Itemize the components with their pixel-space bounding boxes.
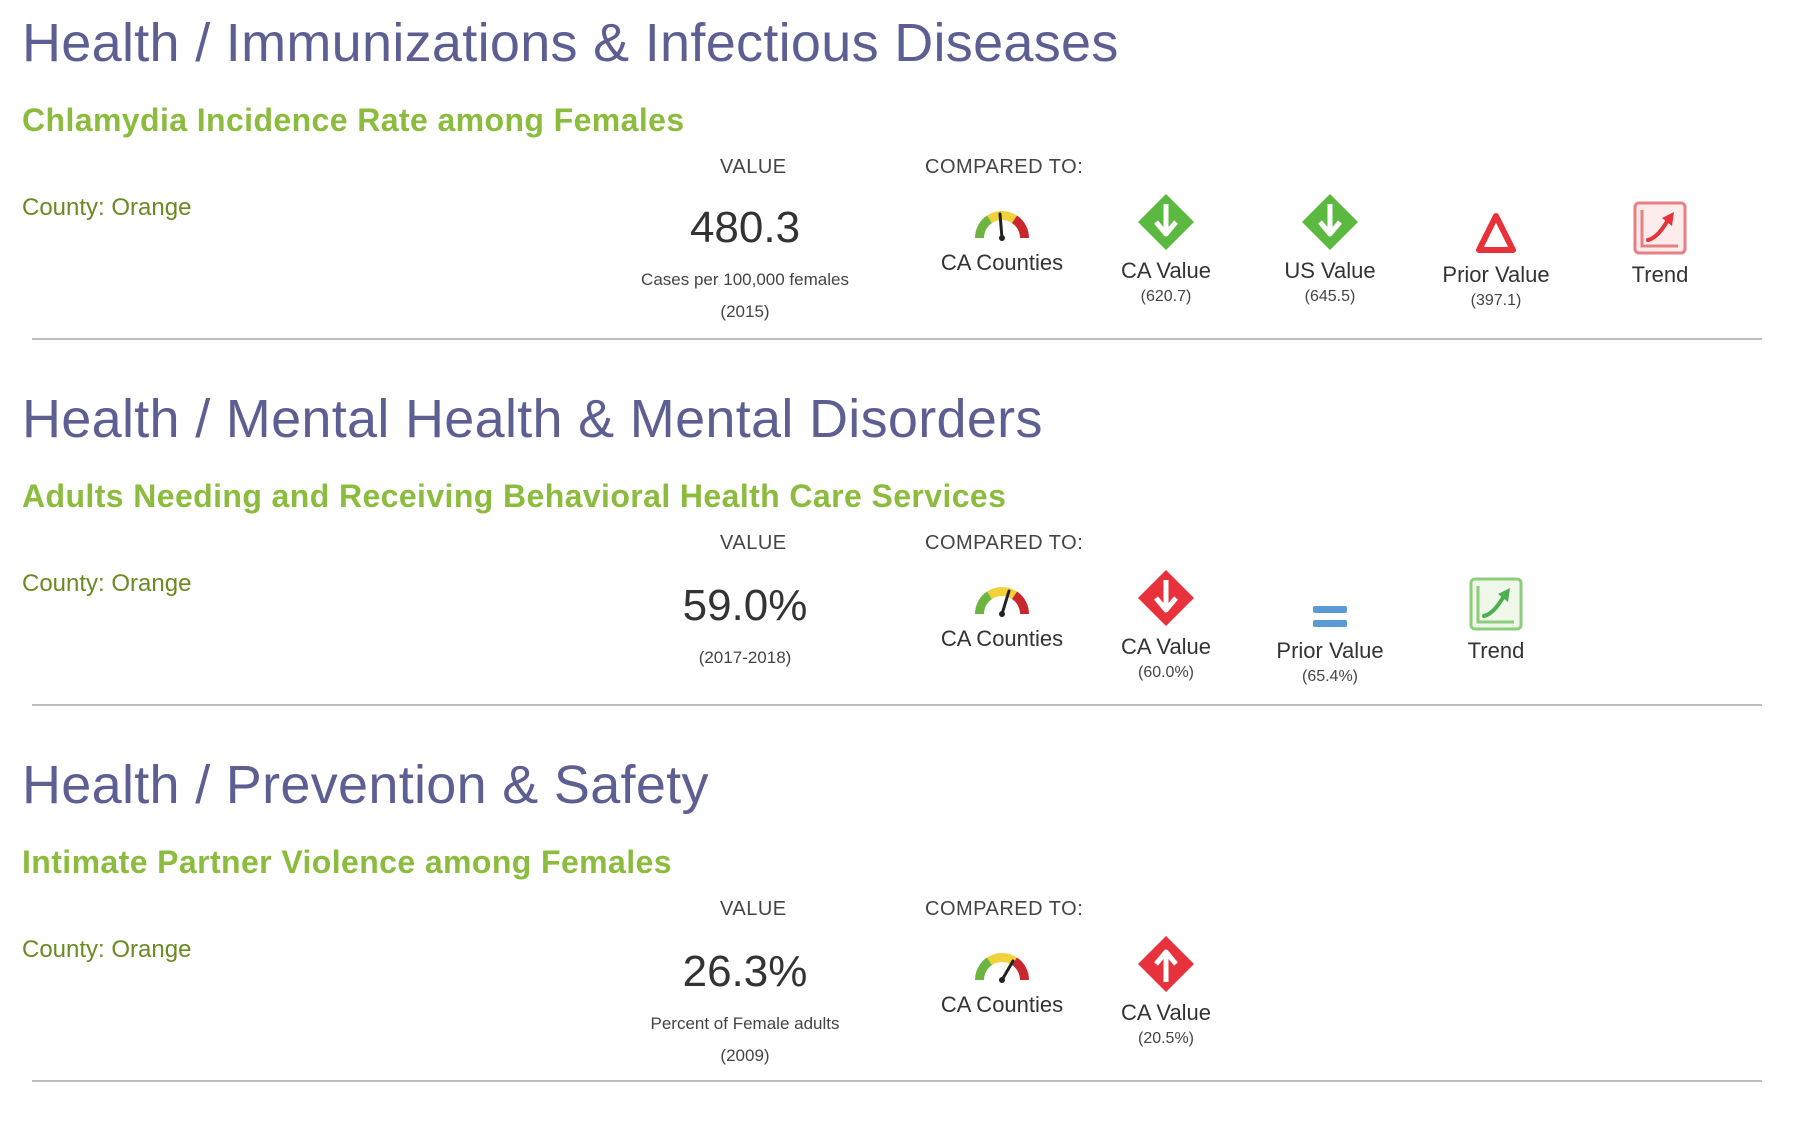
comparison-label: Prior Value [1442,262,1550,287]
gauge-icon [969,578,1035,620]
equal-icon [1310,602,1350,632]
comparison-label: Trend [1631,262,1689,287]
comparison-label: CA Counties [940,626,1064,651]
county-label: County: Orange [22,194,192,221]
comparison-label: US Value [1284,258,1376,283]
comparison-value: (60.0%) [1137,664,1195,681]
comparison-ca-value[interactable]: CA Value (20.5%) [1086,934,1246,1048]
value-block: 59.0% (2017-2018) [600,584,890,668]
county-label: County: Orange [22,936,192,963]
comparison-ca-value[interactable]: CA Value (620.7) [1086,192,1246,306]
indicator-value: 26.3% [682,947,808,996]
section-divider [32,338,1762,340]
comparison-label: CA Counties [940,992,1064,1017]
value-units: Percent of Female adults [650,1014,840,1033]
red-down-arrow-icon [1136,568,1196,628]
red-trend-icon [1632,200,1688,256]
section-divider [32,1080,1762,1082]
comparison-ca-counties[interactable]: CA Counties [922,934,1082,1018]
value-units: Cases per 100,000 females [641,270,849,289]
value-block: 26.3% Percent of Female adults (2009) [600,950,890,1066]
value-year: (2017-2018) [698,648,792,667]
gauge-icon [969,202,1035,244]
comparison-value: (620.7) [1140,288,1192,305]
comparison-ca-value[interactable]: CA Value (60.0%) [1086,568,1246,682]
value-block: 480.3 Cases per 100,000 females (2015) [600,206,890,322]
comparison-value: (20.5%) [1137,1030,1195,1047]
comparison-value: (65.4%) [1301,668,1359,685]
green-down-arrow-icon [1300,192,1360,252]
value-header: VALUE [720,532,787,554]
comparison-label: CA Value [1120,1000,1212,1025]
gauge-icon [969,944,1035,986]
compared-to-header: COMPARED TO: [925,532,1084,554]
red-triangle-icon [1476,212,1516,256]
county-label: County: Orange [22,570,192,597]
comparison-ca-counties[interactable]: CA Counties [922,568,1082,652]
indicator-value: 59.0% [682,581,808,630]
value-header: VALUE [720,156,787,178]
comparison-prior-value[interactable]: Prior Value (397.1) [1416,192,1576,310]
indicator-title[interactable]: Chlamydia Incidence Rate among Females [22,102,685,138]
indicator-title[interactable]: Intimate Partner Violence among Females [22,844,672,880]
comparison-label: CA Counties [940,250,1064,275]
category-title[interactable]: Health / Prevention & Safety [22,755,709,815]
comparison-trend[interactable]: Trend [1416,568,1576,664]
comparison-trend[interactable]: Trend [1580,192,1740,288]
green-down-arrow-icon [1136,192,1196,252]
comparison-label: Trend [1467,638,1525,663]
comparison-value: (397.1) [1470,292,1522,309]
value-year: (2009) [720,1046,770,1065]
compared-to-header: COMPARED TO: [925,898,1084,920]
red-up-arrow-icon [1136,934,1196,994]
comparison-ca-counties[interactable]: CA Counties [922,192,1082,276]
green-trend-icon [1468,576,1524,632]
category-title[interactable]: Health / Mental Health & Mental Disorder… [22,389,1043,449]
value-header: VALUE [720,898,787,920]
section-divider [32,704,1762,706]
compared-to-header: COMPARED TO: [925,156,1084,178]
indicator-value: 480.3 [689,203,801,252]
comparison-value: (645.5) [1304,288,1356,305]
comparison-label: Prior Value [1276,638,1384,663]
comparison-us-value[interactable]: US Value (645.5) [1250,192,1410,306]
value-year: (2015) [720,302,770,321]
category-title[interactable]: Health / Immunizations & Infectious Dise… [22,13,1119,73]
comparison-prior-value[interactable]: Prior Value (65.4%) [1250,568,1410,686]
indicator-title[interactable]: Adults Needing and Receiving Behavioral … [22,478,1007,514]
comparison-label: CA Value [1120,258,1212,283]
comparison-label: CA Value [1120,634,1212,659]
